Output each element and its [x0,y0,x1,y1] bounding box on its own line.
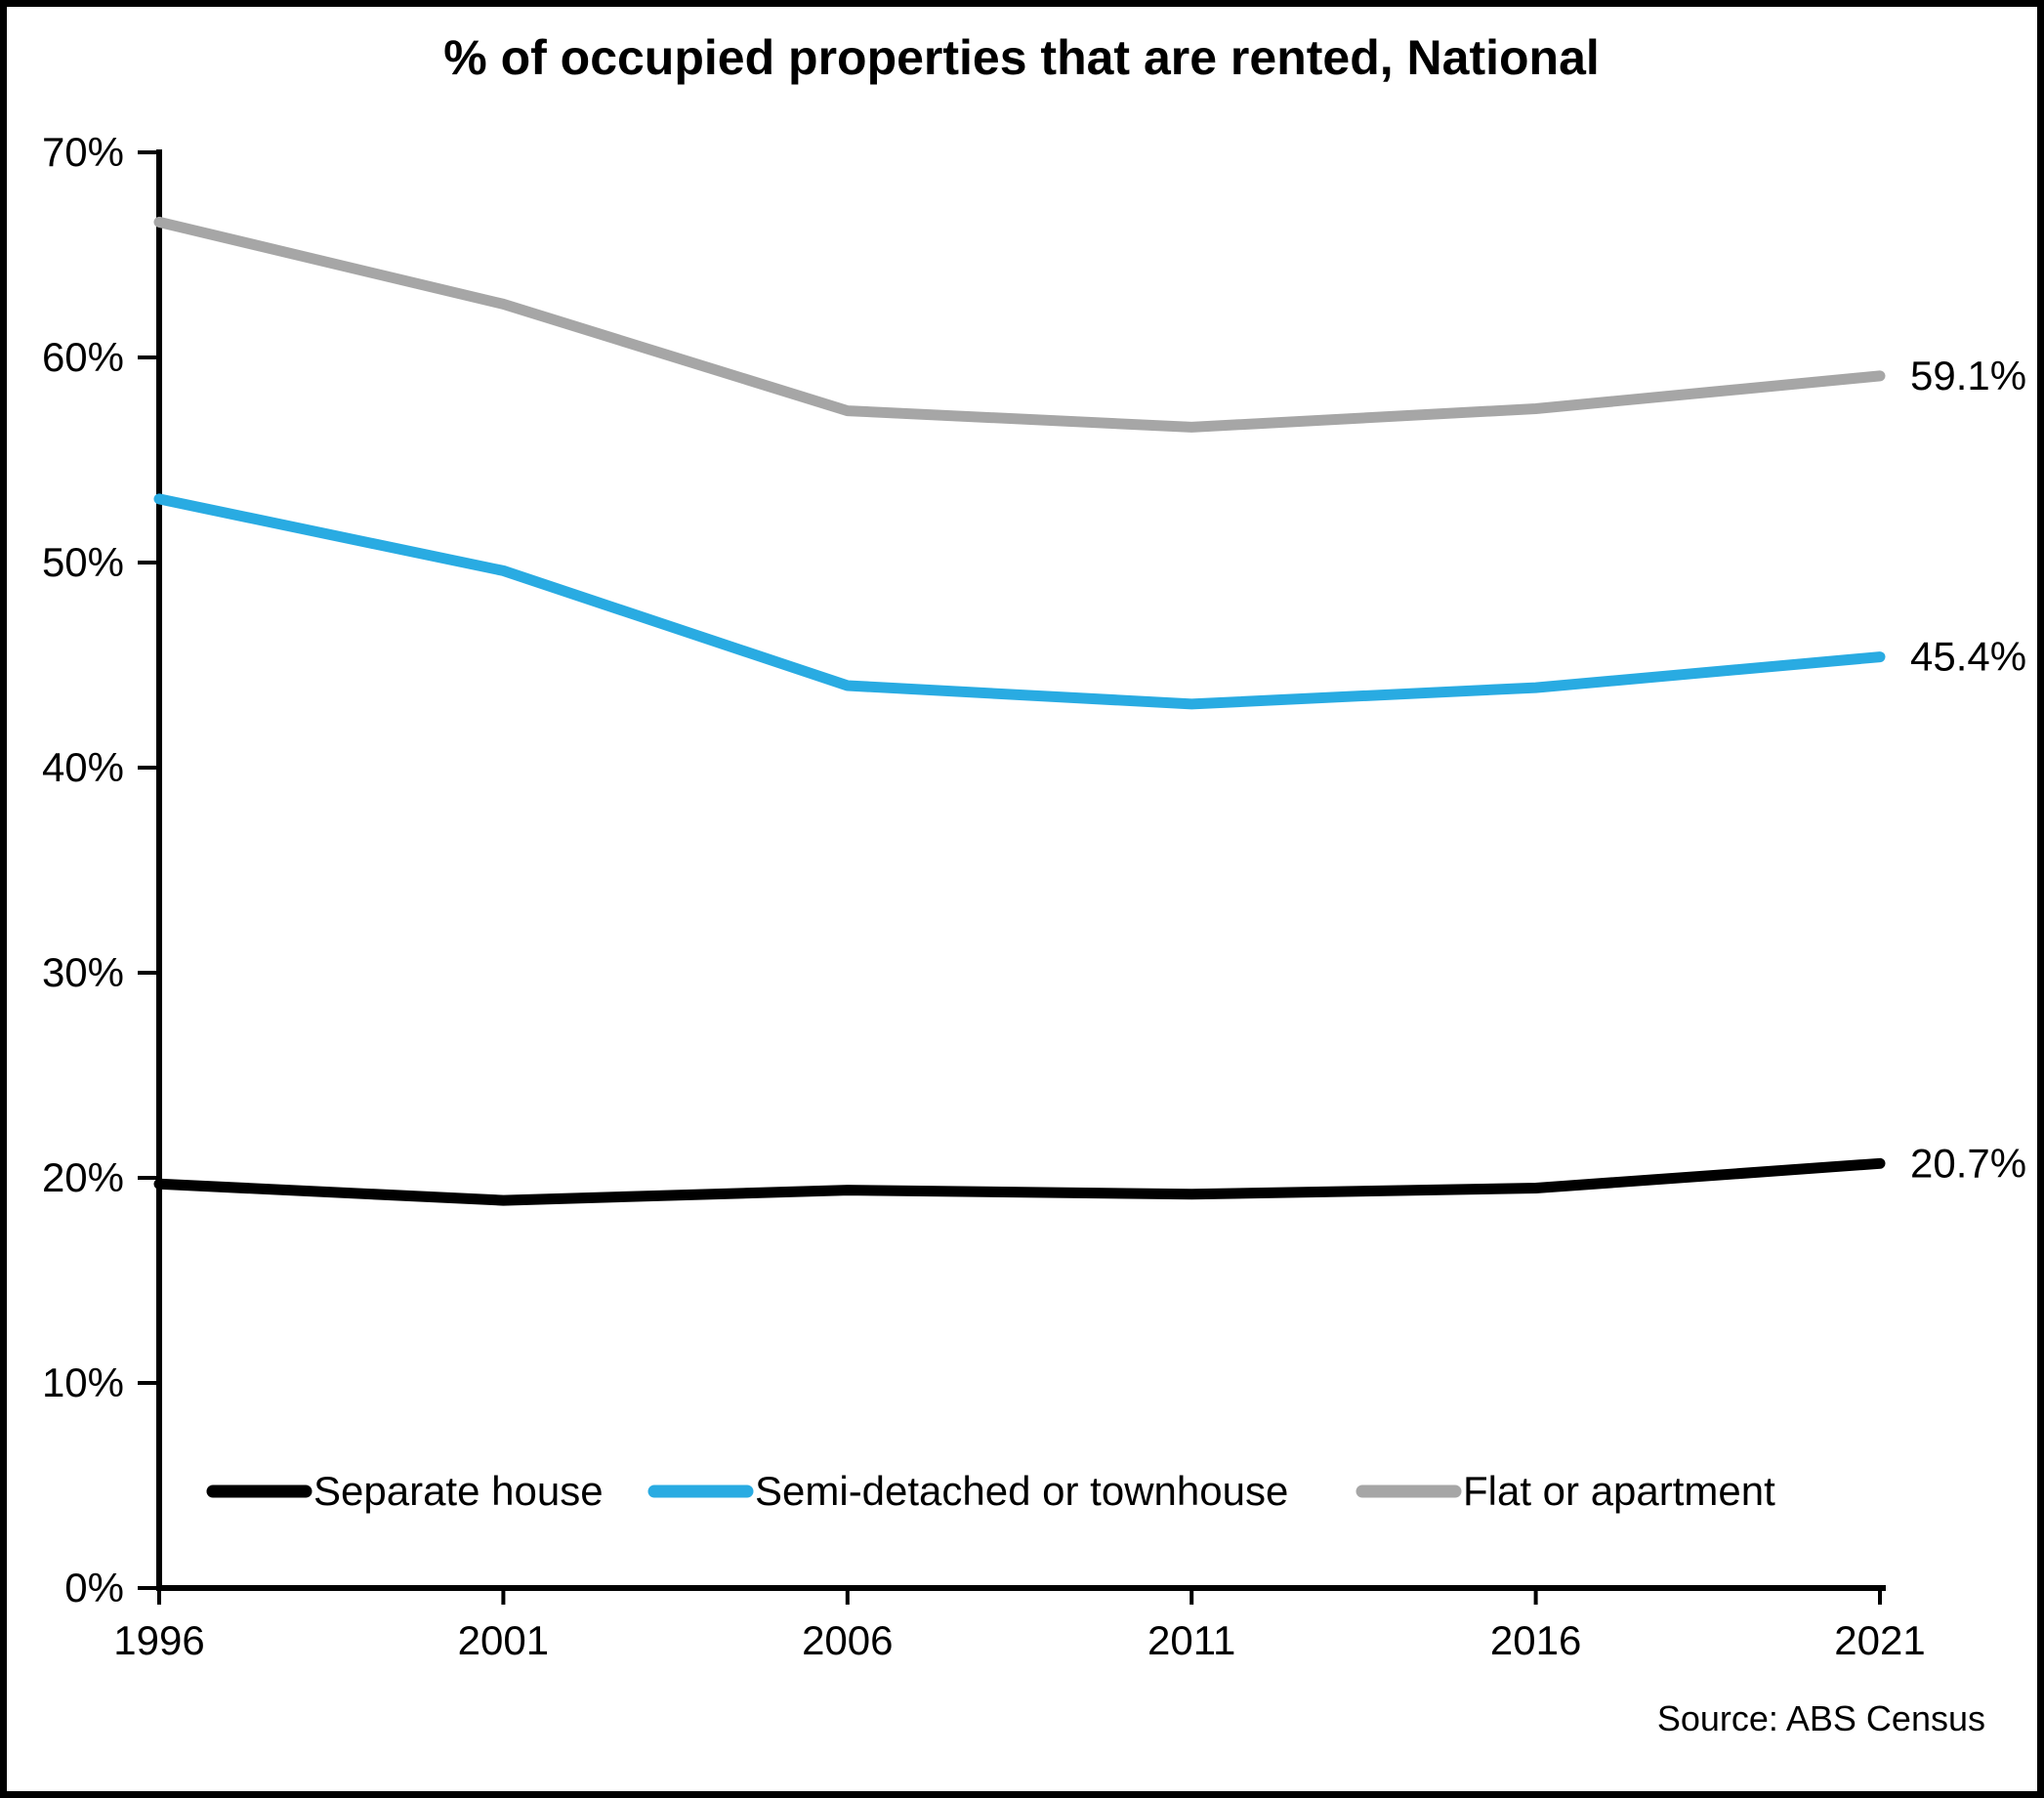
x-axis-label: 2011 [1147,1617,1235,1663]
x-axis-label: 2021 [1834,1617,1925,1663]
chart-legend: Separate house Semi-detached or townhous… [206,1468,1775,1514]
legend-label-flat-apartment: Flat or apartment [1463,1468,1775,1514]
x-axis-label: 2006 [802,1617,893,1663]
legend-item-separate-house: Separate house [206,1468,604,1514]
y-axis-label: 10% [42,1359,124,1405]
legend-item-semi-detached: Semi-detached or townhouse [647,1468,1288,1514]
legend-label-separate-house: Separate house [313,1468,604,1514]
source-note: Source: ABS Census [1657,1698,1985,1738]
x-axis-label: 2016 [1490,1617,1581,1663]
end-label-separate-house: 20.7% [1910,1140,2026,1186]
series-line-separate-house [153,1157,1886,1206]
y-axis-label: 40% [42,744,124,790]
series-lines [153,216,1886,1206]
y-axis-label: 20% [42,1154,124,1200]
series-line-flat-apartment [153,216,1886,433]
end-label-flat-apartment: 59.1% [1910,353,2026,398]
x-axis-label: 2001 [458,1617,549,1663]
legend-label-semi-detached: Semi-detached or townhouse [755,1468,1288,1514]
x-axis-labels: 1996 2001 2006 2011 2016 2021 [113,1617,1925,1663]
y-axis-labels: 0% 10% 20% 30% 40% 50% 60% 70% [42,129,124,1610]
series-line-semi-detached [153,493,1886,710]
end-label-semi-detached: 45.4% [1910,634,2026,680]
y-axis-label: 70% [42,129,124,175]
x-axis-label: 1996 [113,1617,204,1663]
y-axis-label: 60% [42,334,124,380]
chart-title: % of occupied properties that are rented… [443,30,1600,85]
y-axis-label: 30% [42,949,124,995]
y-axis-label: 0% [64,1565,124,1610]
series-end-labels: 20.7% 45.4% 59.1% [1910,353,2026,1186]
legend-item-flat-apartment: Flat or apartment [1356,1468,1775,1514]
axis-ticks [138,150,1882,1605]
y-axis-label: 50% [42,539,124,585]
